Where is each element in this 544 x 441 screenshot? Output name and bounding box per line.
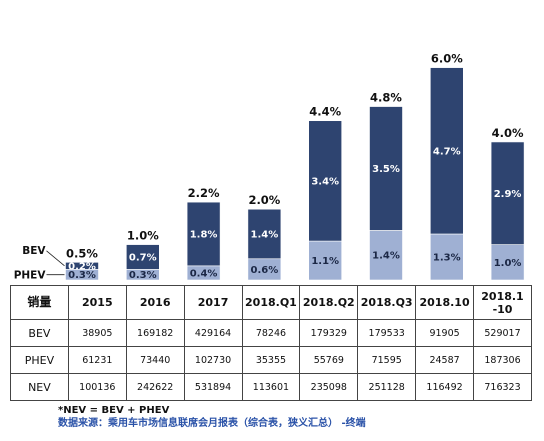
- table-column-header: 2015: [67, 285, 127, 320]
- label-phev-6: 1.3%: [433, 252, 461, 263]
- table-row: PHEV 61231 73440 102730 35355 55769 71595 24587…: [10, 346, 532, 374]
- table-column-header: 2018.1 -10: [473, 285, 532, 320]
- side-label-bev: BEV: [22, 245, 46, 257]
- bar-bev-6: [429, 67, 464, 235]
- bar-phev-4: [308, 240, 343, 281]
- table-column-header: 2018.10: [415, 285, 474, 320]
- table-row-label: PHEV: [10, 346, 69, 374]
- table-cell: 73440: [125, 346, 185, 374]
- label-bev-7: 2.9%: [494, 189, 522, 200]
- table-cell: 179329: [299, 319, 359, 347]
- table-corner-header: 销量: [10, 285, 69, 320]
- table-row-label: BEV: [10, 319, 69, 347]
- table-cell: 55769: [299, 346, 359, 374]
- label-bev-6: 4.7%: [433, 146, 461, 157]
- label-total-6: 6.0%: [431, 52, 463, 66]
- label-total-5: 4.8%: [370, 91, 402, 105]
- label-phev-7: 1.0%: [494, 258, 522, 269]
- label-bev-2: 1.8%: [190, 229, 218, 240]
- table-cell: 116492: [415, 373, 474, 401]
- table-cell: 100136: [67, 373, 127, 401]
- formula-note: *NEV = BEV + PHEV: [58, 405, 170, 416]
- table-column-header: 2016: [125, 285, 185, 320]
- table-row: BEV 38905 169182 429164 78246 179329 179533 919…: [10, 319, 532, 347]
- table-column-header: 2018.Q2: [299, 285, 359, 320]
- label-bev-1: 0.7%: [129, 252, 157, 263]
- table-cell: 235098: [299, 373, 359, 401]
- label-phev-1: 0.3%: [129, 270, 157, 281]
- label-bev-5: 3.5%: [372, 164, 400, 175]
- table-cell: 102730: [183, 346, 243, 374]
- table-cell: 531894: [183, 373, 243, 401]
- label-phev-4: 1.1%: [311, 256, 339, 267]
- table-cell: 78246: [241, 319, 301, 347]
- table-cell: 35355: [241, 346, 301, 374]
- label-bev-0: 0.2%: [68, 261, 96, 272]
- label-total-7: 4.0%: [492, 126, 524, 140]
- table-row: NEV 100136 242622 531894 113601 235098 251128 1…: [10, 373, 532, 401]
- table-column-header: 2018.Q3: [357, 285, 417, 320]
- bar-bev-4: [308, 120, 343, 242]
- table-body: BEV 38905 169182 429164 78246 179329 179533 919…: [10, 319, 532, 401]
- table-cell: 91905: [415, 319, 474, 347]
- label-total-0: 0.5%: [66, 246, 98, 260]
- table-cell: 429164: [183, 319, 243, 347]
- nev-share-chart: 0.3%0.2%0.5%0.3%0.7%1.0%0.4%1.8%2.2%0.6%…: [14, 52, 525, 282]
- table-cell: 38905: [67, 319, 127, 347]
- table-cell: 716323: [473, 373, 532, 401]
- bar-phev-5: [369, 230, 403, 281]
- bar-phev-6: [429, 233, 464, 281]
- bar-bev-1: [126, 244, 160, 270]
- table-column-header: 2018.Q1: [241, 285, 301, 320]
- label-total-3: 2.0%: [248, 193, 280, 207]
- label-phev-3: 0.6%: [251, 265, 279, 276]
- table-cell: 251128: [357, 373, 417, 401]
- label-bev-4: 3.4%: [311, 176, 339, 187]
- table-header-row: 销量 2015 2016 2017 2018.Q1 2018.Q2 2018.Q3 2018.…: [10, 285, 532, 320]
- side-label-phev: PHEV: [14, 270, 47, 282]
- footnotes: *NEV = BEV + PHEV 数据来源：乘用车市场信息联席会月报表（综合表…: [58, 404, 366, 430]
- table-cell: 242622: [125, 373, 185, 401]
- source-note: 数据来源：乘用车市场信息联席会月报表（综合表，狭义汇总） -终端: [58, 418, 366, 429]
- bar-phev-7: [490, 244, 525, 281]
- label-total-4: 4.4%: [309, 105, 341, 119]
- table-column-header: 2017: [183, 285, 243, 320]
- table-cell: 24587: [415, 346, 474, 374]
- bar-bev-0: [65, 262, 99, 270]
- table-cell: 179533: [357, 319, 417, 347]
- bar-bev-7: [490, 141, 525, 245]
- table-row-label: NEV: [10, 373, 69, 401]
- table-cell: 71595: [357, 346, 417, 374]
- side-pointer-bev: [46, 250, 65, 267]
- label-total-1: 1.0%: [127, 229, 159, 243]
- sales-table: 销量 2015 2016 2017 2018.Q1 2018.Q2 2018.Q3 2018.…: [10, 285, 532, 401]
- label-phev-5: 1.4%: [372, 251, 400, 262]
- bar-bev-2: [186, 201, 221, 267]
- table-cell: 529017: [473, 319, 532, 347]
- bar-bev-3: [247, 208, 282, 260]
- table-cell: 169182: [125, 319, 185, 347]
- label-phev-0: 0.3%: [68, 270, 96, 281]
- label-phev-2: 0.4%: [190, 268, 218, 279]
- bar-bev-5: [369, 106, 403, 231]
- table-cell: 187306: [473, 346, 532, 374]
- label-bev-3: 1.4%: [251, 229, 279, 240]
- table-cell: 113601: [241, 373, 301, 401]
- label-total-2: 2.2%: [188, 186, 220, 200]
- table-cell: 61231: [67, 346, 127, 374]
